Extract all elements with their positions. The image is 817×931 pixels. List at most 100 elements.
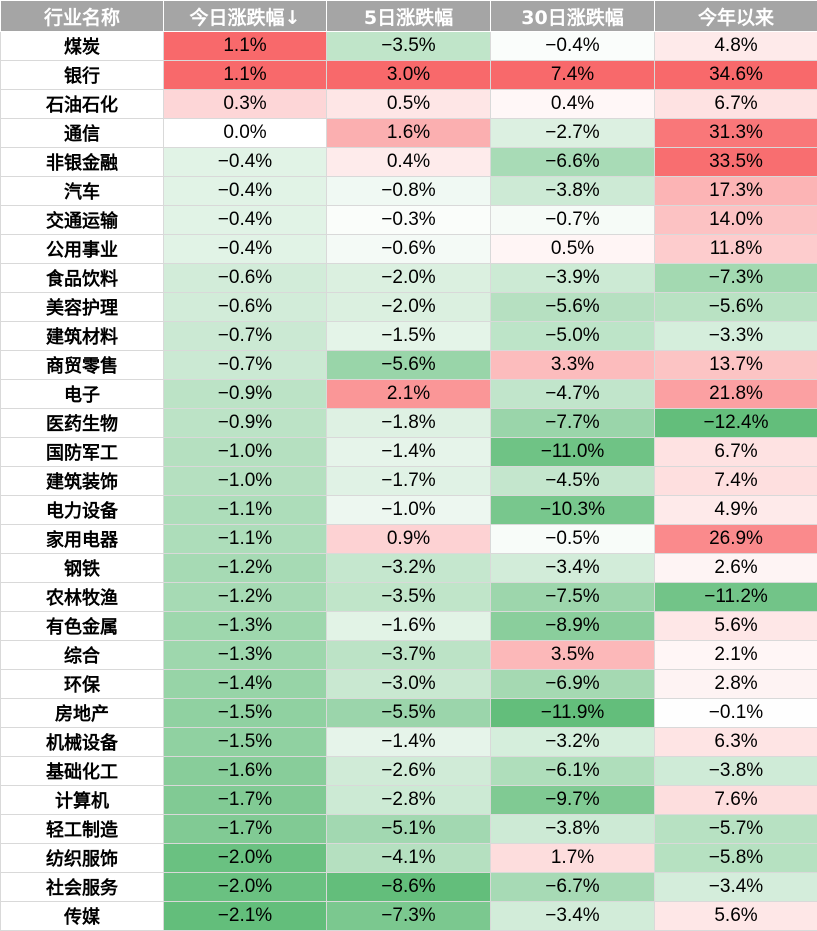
value-cell-30day: 0.4% (491, 90, 655, 119)
industry-name-cell: 纺织服饰 (1, 844, 164, 873)
value-cell-5day: −0.6% (327, 235, 491, 264)
value-cell-today: −0.4% (164, 148, 327, 177)
industry-name-cell: 传媒 (1, 902, 164, 931)
value-cell-30day: −3.9% (491, 264, 655, 293)
value-cell-5day: −3.5% (327, 32, 491, 61)
table-row: 家用电器−1.1%0.9%−0.5%26.9% (1, 525, 817, 554)
table-row: 交通运输−0.4%−0.3%−0.7%14.0% (1, 206, 817, 235)
value-cell-today: −2.0% (164, 844, 327, 873)
value-cell-today: −0.4% (164, 206, 327, 235)
value-cell-today: −1.3% (164, 612, 327, 641)
value-cell-5day: −8.6% (327, 873, 491, 902)
value-cell-5day: 0.5% (327, 90, 491, 119)
industry-name-cell: 建筑装饰 (1, 467, 164, 496)
value-cell-5day: −0.3% (327, 206, 491, 235)
industry-name-cell: 机械设备 (1, 728, 164, 757)
value-cell-today: 1.1% (164, 32, 327, 61)
header-industry-name[interactable]: 行业名称 (1, 1, 164, 32)
value-cell-30day: −0.5% (491, 525, 655, 554)
value-cell-ytd: 31.3% (655, 119, 817, 148)
table-row: 机械设备−1.5%−1.4%−3.2%6.3% (1, 728, 817, 757)
value-cell-ytd: 2.6% (655, 554, 817, 583)
value-cell-5day: −1.7% (327, 467, 491, 496)
industry-name-cell: 家用电器 (1, 525, 164, 554)
value-cell-today: −0.4% (164, 235, 327, 264)
table-row: 计算机−1.7%−2.8%−9.7%7.6% (1, 786, 817, 815)
value-cell-30day: −3.8% (491, 177, 655, 206)
value-cell-ytd: 34.6% (655, 61, 817, 90)
value-cell-5day: −5.1% (327, 815, 491, 844)
industry-name-cell: 环保 (1, 670, 164, 699)
value-cell-ytd: 2.1% (655, 641, 817, 670)
value-cell-5day: −2.8% (327, 786, 491, 815)
value-cell-5day: −4.1% (327, 844, 491, 873)
value-cell-ytd: 33.5% (655, 148, 817, 177)
value-cell-5day: −3.2% (327, 554, 491, 583)
value-cell-30day: −0.4% (491, 32, 655, 61)
value-cell-5day: −1.0% (327, 496, 491, 525)
value-cell-30day: −8.9% (491, 612, 655, 641)
industry-name-cell: 综合 (1, 641, 164, 670)
value-cell-ytd: −7.3% (655, 264, 817, 293)
value-cell-today: −1.5% (164, 699, 327, 728)
value-cell-ytd: 14.0% (655, 206, 817, 235)
industry-name-cell: 银行 (1, 61, 164, 90)
industry-name-cell: 煤炭 (1, 32, 164, 61)
header-today-change[interactable]: 今日涨跌幅↓ (164, 1, 327, 32)
table-row: 商贸零售−0.7%−5.6%3.3%13.7% (1, 351, 817, 380)
value-cell-ytd: 26.9% (655, 525, 817, 554)
value-cell-today: −0.6% (164, 293, 327, 322)
table-row: 美容护理−0.6%−2.0%−5.6%−5.6% (1, 293, 817, 322)
value-cell-30day: 1.7% (491, 844, 655, 873)
value-cell-ytd: −0.1% (655, 699, 817, 728)
industry-name-cell: 电子 (1, 380, 164, 409)
table-row: 电力设备−1.1%−1.0%−10.3%4.9% (1, 496, 817, 525)
value-cell-30day: −7.7% (491, 409, 655, 438)
value-cell-ytd: −3.3% (655, 322, 817, 351)
value-cell-today: −2.1% (164, 902, 327, 931)
value-cell-30day: 3.5% (491, 641, 655, 670)
value-cell-ytd: 6.3% (655, 728, 817, 757)
industry-name-cell: 有色金属 (1, 612, 164, 641)
value-cell-30day: 3.3% (491, 351, 655, 380)
value-cell-30day: −3.4% (491, 902, 655, 931)
value-cell-today: −1.0% (164, 438, 327, 467)
header-5day-change[interactable]: 5日涨跌幅 (327, 1, 491, 32)
value-cell-5day: −1.5% (327, 322, 491, 351)
value-cell-today: −1.0% (164, 467, 327, 496)
value-cell-5day: −3.7% (327, 641, 491, 670)
value-cell-30day: −4.5% (491, 467, 655, 496)
value-cell-5day: 0.4% (327, 148, 491, 177)
header-30day-change[interactable]: 30日涨跌幅 (491, 1, 655, 32)
table-row: 环保−1.4%−3.0%−6.9%2.8% (1, 670, 817, 699)
value-cell-today: −1.2% (164, 554, 327, 583)
value-cell-5day: −1.6% (327, 612, 491, 641)
table-row: 基础化工−1.6%−2.6%−6.1%−3.8% (1, 757, 817, 786)
industry-name-cell: 非银金融 (1, 148, 164, 177)
value-cell-30day: −11.9% (491, 699, 655, 728)
value-cell-ytd: −3.8% (655, 757, 817, 786)
table-row: 综合−1.3%−3.7%3.5%2.1% (1, 641, 817, 670)
value-cell-ytd: −5.8% (655, 844, 817, 873)
value-cell-today: 0.3% (164, 90, 327, 119)
value-cell-today: −1.7% (164, 815, 327, 844)
table-row: 有色金属−1.3%−1.6%−8.9%5.6% (1, 612, 817, 641)
value-cell-ytd: 7.4% (655, 467, 817, 496)
industry-name-cell: 电力设备 (1, 496, 164, 525)
value-cell-30day: −11.0% (491, 438, 655, 467)
value-cell-5day: −7.3% (327, 902, 491, 931)
industry-name-cell: 钢铁 (1, 554, 164, 583)
value-cell-30day: −10.3% (491, 496, 655, 525)
value-cell-today: −0.7% (164, 351, 327, 380)
value-cell-today: −0.6% (164, 264, 327, 293)
value-cell-ytd: 13.7% (655, 351, 817, 380)
header-ytd-change[interactable]: 今年以来 (655, 1, 817, 32)
value-cell-today: −1.6% (164, 757, 327, 786)
value-cell-today: −0.9% (164, 409, 327, 438)
value-cell-ytd: 5.6% (655, 612, 817, 641)
table-row: 医药生物−0.9%−1.8%−7.7%−12.4% (1, 409, 817, 438)
table-row: 公用事业−0.4%−0.6%0.5%11.8% (1, 235, 817, 264)
